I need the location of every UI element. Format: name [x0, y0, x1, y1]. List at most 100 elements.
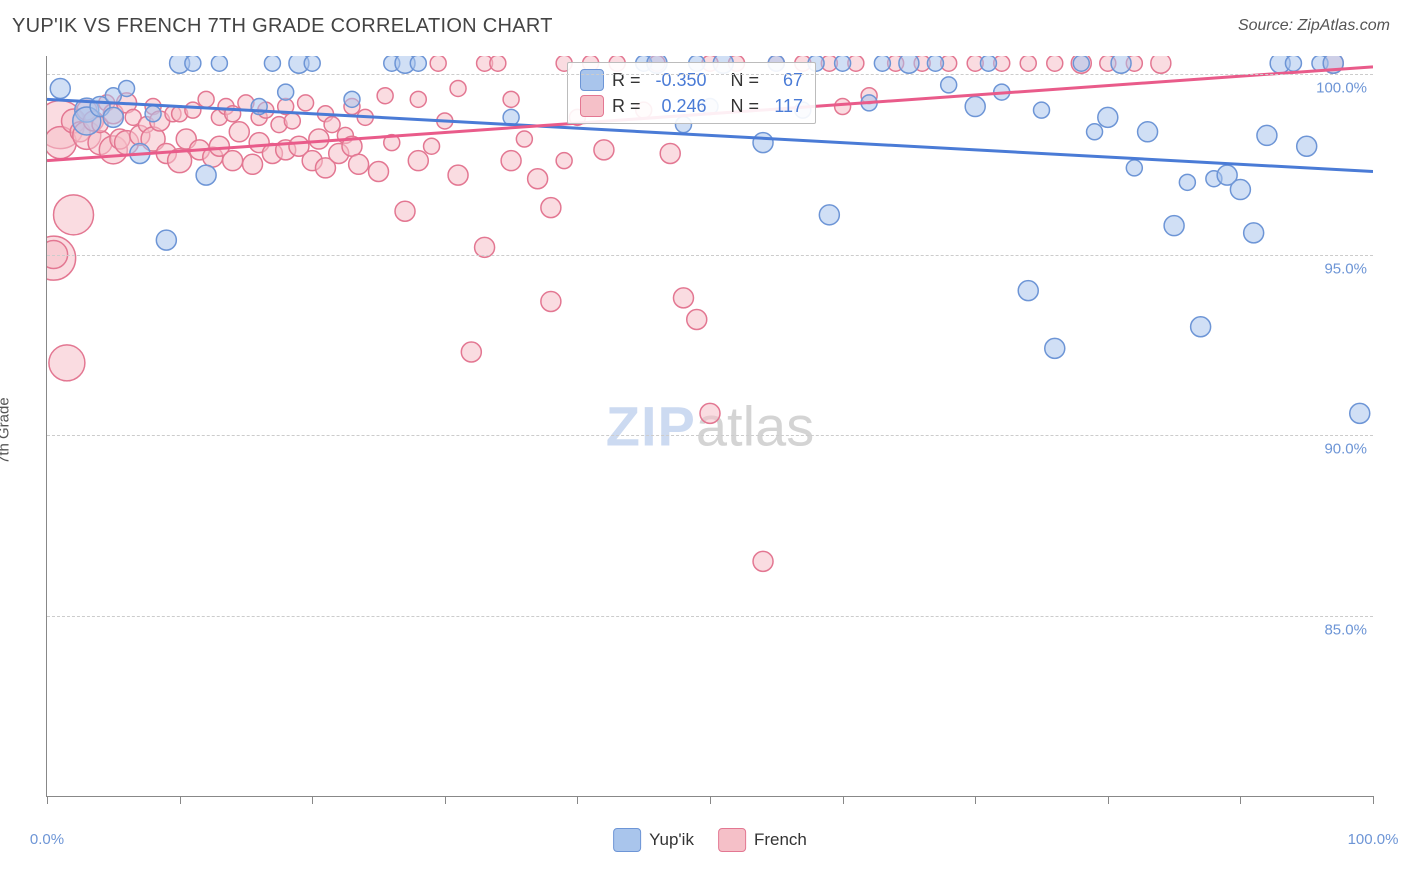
- data-point: [1179, 174, 1195, 190]
- data-point: [198, 91, 214, 107]
- x-tick: [312, 796, 313, 804]
- legend-swatch: [613, 828, 641, 852]
- x-tick: [180, 796, 181, 804]
- data-point: [304, 56, 320, 71]
- y-tick-label: 85.0%: [1324, 621, 1367, 638]
- data-point: [528, 169, 548, 189]
- data-point: [223, 151, 243, 171]
- data-point: [1111, 56, 1131, 73]
- data-point: [516, 131, 532, 147]
- data-point: [700, 403, 720, 423]
- chart-title: YUP'IK VS FRENCH 7TH GRADE CORRELATION C…: [12, 15, 553, 38]
- x-tick: [47, 796, 48, 804]
- data-point: [660, 143, 680, 163]
- data-point: [1257, 125, 1277, 145]
- data-point: [541, 198, 561, 218]
- data-point: [501, 151, 521, 171]
- scatter-svg: [47, 56, 1373, 796]
- data-point: [410, 91, 426, 107]
- data-point: [185, 102, 201, 118]
- data-point: [835, 56, 851, 71]
- legend-item: French: [718, 828, 807, 852]
- r-value: 0.246: [649, 96, 707, 117]
- data-point: [673, 288, 693, 308]
- gridline: [47, 435, 1373, 436]
- legend-item: Yup'ik: [613, 828, 694, 852]
- data-point: [450, 80, 466, 96]
- data-point: [1098, 107, 1118, 127]
- data-point: [309, 129, 329, 149]
- data-point: [1164, 216, 1184, 236]
- n-value: 117: [767, 96, 803, 117]
- data-point: [430, 56, 446, 71]
- data-point: [264, 56, 280, 71]
- x-tick: [1108, 796, 1109, 804]
- data-point: [324, 117, 340, 133]
- data-point: [369, 162, 389, 182]
- data-point: [1045, 338, 1065, 358]
- y-tick-label: 95.0%: [1324, 260, 1367, 277]
- data-point: [753, 551, 773, 571]
- data-point: [448, 165, 468, 185]
- x-tick: [975, 796, 976, 804]
- data-point: [1297, 136, 1317, 156]
- gridline: [47, 255, 1373, 256]
- n-label: N =: [731, 96, 760, 117]
- r-label: R =: [612, 70, 641, 91]
- r-value: -0.350: [649, 70, 707, 91]
- chart-header: YUP'IK VS FRENCH 7TH GRADE CORRELATION C…: [0, 0, 1406, 52]
- data-point: [196, 165, 216, 185]
- data-point: [594, 140, 614, 160]
- data-point: [980, 56, 996, 71]
- data-point: [1018, 281, 1038, 301]
- data-point: [243, 154, 263, 174]
- data-point: [298, 95, 314, 111]
- data-point: [541, 291, 561, 311]
- legend-swatch: [580, 95, 604, 117]
- series-legend: Yup'ik French: [613, 828, 807, 852]
- data-point: [344, 91, 360, 107]
- data-point: [284, 113, 300, 129]
- data-point: [819, 205, 839, 225]
- data-point: [145, 106, 161, 122]
- x-tick: [1240, 796, 1241, 804]
- data-point: [874, 56, 890, 71]
- data-point: [349, 154, 369, 174]
- data-point: [1230, 180, 1250, 200]
- data-point: [1244, 223, 1264, 243]
- plot-area: ZIPatlas R =-0.350N =67R =0.246N =117 Yu…: [46, 56, 1373, 797]
- data-point: [461, 342, 481, 362]
- data-point: [1350, 403, 1370, 423]
- y-axis-label: 7th Grade: [0, 397, 13, 464]
- data-point: [185, 56, 201, 71]
- n-value: 67: [767, 70, 803, 91]
- data-point: [899, 56, 919, 73]
- y-tick-label: 90.0%: [1324, 441, 1367, 458]
- x-tick: [577, 796, 578, 804]
- legend-swatch: [580, 69, 604, 91]
- data-point: [1073, 56, 1089, 71]
- data-point: [753, 133, 773, 153]
- data-point: [1191, 317, 1211, 337]
- data-point: [377, 88, 393, 104]
- gridline: [47, 616, 1373, 617]
- data-point: [490, 56, 506, 71]
- data-point: [408, 151, 428, 171]
- data-point: [1034, 102, 1050, 118]
- legend-swatch: [718, 828, 746, 852]
- data-point: [278, 84, 294, 100]
- x-tick-label: 100.0%: [1348, 831, 1399, 848]
- data-point: [103, 107, 123, 127]
- x-tick: [1373, 796, 1374, 804]
- data-point: [1087, 124, 1103, 140]
- data-point: [1151, 56, 1171, 73]
- data-point: [1285, 56, 1301, 71]
- data-point: [927, 56, 943, 71]
- x-tick-label: 0.0%: [30, 831, 64, 848]
- data-point: [54, 195, 94, 235]
- n-label: N =: [731, 70, 760, 91]
- x-tick: [843, 796, 844, 804]
- legend-label: Yup'ik: [649, 830, 694, 850]
- data-point: [1126, 160, 1142, 176]
- data-point: [941, 77, 957, 93]
